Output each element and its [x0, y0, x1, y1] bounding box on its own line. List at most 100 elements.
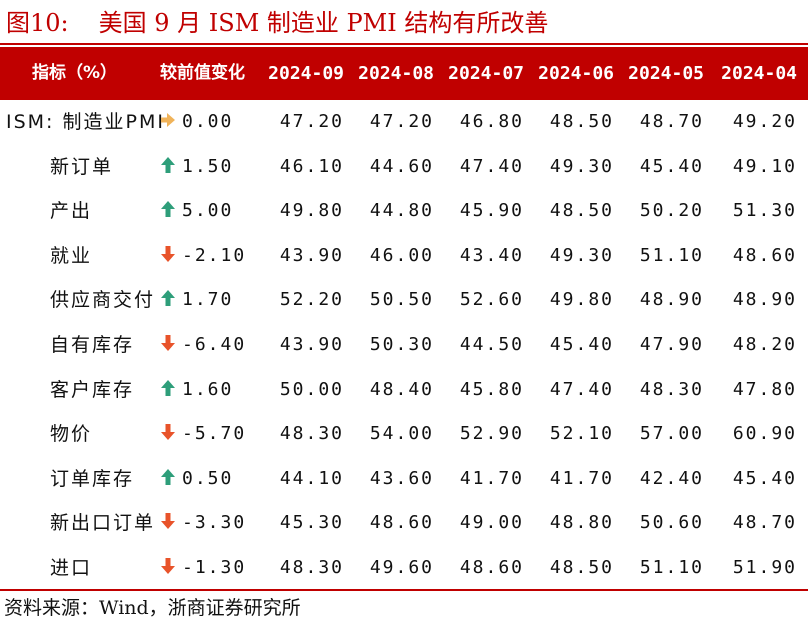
value-cell: 48.70 — [639, 111, 704, 132]
value-cell: 46.10 — [279, 155, 344, 177]
figure-title: 图10: 美国 9 月 ISM 制造业 PMI 结构有所改善 — [6, 3, 548, 43]
value-cell: 49.60 — [369, 556, 434, 578]
value-cell: 49.80 — [279, 200, 344, 222]
value-cell: 44.60 — [369, 155, 434, 177]
change-cell: -5.70 — [160, 412, 270, 457]
value-cell: 51.10 — [639, 244, 704, 266]
value-cell: 49.00 — [459, 512, 524, 534]
value-cell: 49.20 — [732, 111, 797, 132]
figure-title-text: 美国 9 月 ISM 制造业 PMI 结构有所改善 — [98, 9, 549, 37]
arrow-up-icon — [161, 468, 175, 485]
value-cell: 47.20 — [279, 111, 344, 132]
row-label: 新出口订单 — [50, 512, 156, 535]
value-cell: 48.90 — [639, 289, 704, 311]
row-label: 就业 — [50, 244, 93, 267]
value-cell: 47.40 — [459, 155, 524, 177]
value-cell: 50.50 — [369, 289, 434, 311]
change-value: 5.00 — [182, 200, 234, 222]
value-cell: 57.00 — [639, 423, 704, 445]
value-cell: 43.40 — [459, 244, 524, 266]
change-value: -3.30 — [182, 512, 247, 534]
value-cell: 52.90 — [459, 423, 524, 445]
value-cell: 48.80 — [549, 512, 614, 534]
change-value: -2.10 — [182, 244, 247, 266]
row-label: 产出 — [50, 200, 93, 223]
change-value: -5.70 — [182, 423, 247, 445]
source-note: 资料来源：Wind，浙商证券研究所 — [4, 597, 301, 619]
value-cell: 52.20 — [279, 289, 344, 311]
table-body: ISM: 制造业PMI 0.00 47.20 47.20 46.80 48.50 48.70… — [0, 100, 808, 591]
table-row: 就业 -2.10 43.90 46.00 43.40 49.30 51.10 48.60 — [0, 234, 808, 279]
top-rule — [0, 43, 808, 45]
value-cell: 48.30 — [639, 378, 704, 400]
value-cell: 54.00 — [369, 423, 434, 445]
row-label: 订单库存 — [50, 467, 135, 490]
row-label: 客户库存 — [50, 378, 135, 401]
value-cell: 43.90 — [279, 244, 344, 266]
change-cell: 0.50 — [160, 457, 270, 502]
change-value: 1.70 — [182, 289, 234, 311]
value-cell: 50.00 — [279, 378, 344, 400]
arrow-down-icon — [161, 334, 175, 351]
value-cell: 48.70 — [732, 512, 797, 534]
table-row: 新出口订单 -3.30 45.30 48.60 49.00 48.80 50.60 48.70 — [0, 501, 808, 546]
change-cell: -6.40 — [160, 323, 270, 368]
value-cell: 49.10 — [732, 155, 797, 177]
table-row: 自有库存 -6.40 43.90 50.30 44.50 45.40 47.90 48.20 — [0, 323, 808, 368]
row-label: 新订单 — [50, 155, 114, 178]
arrow-down-icon — [161, 245, 175, 262]
value-cell: 51.10 — [639, 556, 704, 578]
value-cell: 44.80 — [369, 200, 434, 222]
change-cell: -3.30 — [160, 501, 270, 546]
header-month: 2024-08 — [358, 63, 434, 84]
row-label: 供应商交付 — [50, 289, 156, 312]
change-cell: 5.00 — [160, 189, 270, 234]
table-row: ISM: 制造业PMI 0.00 47.20 47.20 46.80 48.50 48.70… — [0, 100, 808, 145]
header-month: 2024-09 — [268, 63, 344, 84]
table-row: 物价 -5.70 48.30 54.00 52.90 52.10 57.00 60.90 — [0, 412, 808, 457]
change-value: 1.60 — [182, 378, 234, 400]
value-cell: 43.60 — [369, 467, 434, 489]
value-cell: 52.10 — [549, 423, 614, 445]
value-cell: 52.60 — [459, 289, 524, 311]
value-cell: 45.40 — [549, 333, 614, 355]
bottom-rule — [0, 589, 808, 591]
arrow-up-icon — [161, 290, 175, 307]
value-cell: 48.40 — [369, 378, 434, 400]
arrow-right-icon — [161, 113, 175, 127]
value-cell: 47.40 — [549, 378, 614, 400]
value-cell: 48.60 — [369, 512, 434, 534]
header-month: 2024-06 — [538, 63, 614, 84]
header-month: 2024-07 — [448, 63, 524, 84]
change-cell: 1.50 — [160, 145, 270, 190]
value-cell: 50.60 — [639, 512, 704, 534]
arrow-down-icon — [161, 557, 175, 574]
value-cell: 45.80 — [459, 378, 524, 400]
arrow-up-icon — [161, 201, 175, 218]
row-label: 物价 — [50, 423, 93, 446]
arrow-down-icon — [161, 424, 175, 441]
value-cell: 49.80 — [549, 289, 614, 311]
change-value: -1.30 — [182, 556, 247, 578]
change-cell: 1.60 — [160, 368, 270, 413]
value-cell: 41.70 — [459, 467, 524, 489]
value-cell: 47.20 — [369, 111, 434, 132]
change-cell: 1.70 — [160, 278, 270, 323]
value-cell: 48.30 — [279, 423, 344, 445]
value-cell: 48.20 — [732, 333, 797, 355]
arrow-down-icon — [161, 513, 175, 530]
value-cell: 44.10 — [279, 467, 344, 489]
arrow-up-icon — [161, 156, 175, 173]
value-cell: 48.60 — [459, 556, 524, 578]
change-value: 1.50 — [182, 155, 234, 177]
row-label: 进口 — [50, 556, 93, 579]
value-cell: 44.50 — [459, 333, 524, 355]
value-cell: 60.90 — [732, 423, 797, 445]
value-cell: 41.70 — [549, 467, 614, 489]
value-cell: 48.60 — [732, 244, 797, 266]
change-cell: 0.00 — [160, 100, 270, 145]
table-row: 产出 5.00 49.80 44.80 45.90 48.50 50.20 51.30 — [0, 189, 808, 234]
change-cell: -1.30 — [160, 546, 270, 591]
change-value: 0.00 — [182, 111, 234, 132]
value-cell: 46.00 — [369, 244, 434, 266]
